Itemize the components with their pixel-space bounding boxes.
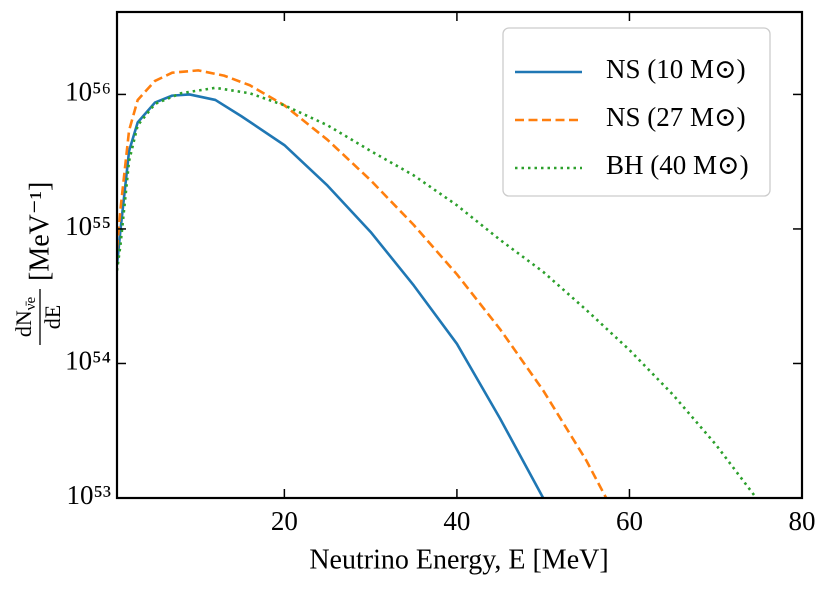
y-label-unit: [MeV⁻¹] <box>24 182 55 281</box>
legend-label: BH (40 M⊙) <box>606 150 749 180</box>
x-tick-label: 20 <box>271 506 298 536</box>
y-tick-label: 10⁵⁵ <box>65 211 111 241</box>
legend-box <box>502 27 771 197</box>
y-tick-label: 10⁵³ <box>66 480 111 510</box>
y-label-sub: ν̄e <box>23 296 39 310</box>
legend: NS (10 M⊙) NS (27 M⊙) BH (40 M⊙) <box>502 27 771 197</box>
y-tick-label: 10⁵⁶ <box>65 77 111 107</box>
legend-label: NS (10 M⊙) <box>606 54 746 84</box>
y-axis-label: dNν̄e dE [MeV⁻¹] <box>11 182 65 345</box>
x-tick-label: 40 <box>443 506 470 536</box>
y-label-num: dN <box>11 310 36 337</box>
x-tick-label: 80 <box>789 506 816 536</box>
series-line <box>117 93 545 498</box>
y-label-numerator: dNν̄e <box>11 296 39 337</box>
series-line <box>117 86 758 498</box>
x-axis-label: Neutrino Energy, E [MeV] <box>309 544 608 575</box>
y-tick-label: 10⁵⁴ <box>65 346 111 376</box>
legend-label: NS (27 M⊙) <box>606 102 746 132</box>
series-line <box>117 69 608 498</box>
x-tick-label: 60 <box>616 506 643 536</box>
plot-area <box>117 69 758 498</box>
plot-frame <box>115 10 804 500</box>
y-label-denominator: dE <box>40 305 65 329</box>
